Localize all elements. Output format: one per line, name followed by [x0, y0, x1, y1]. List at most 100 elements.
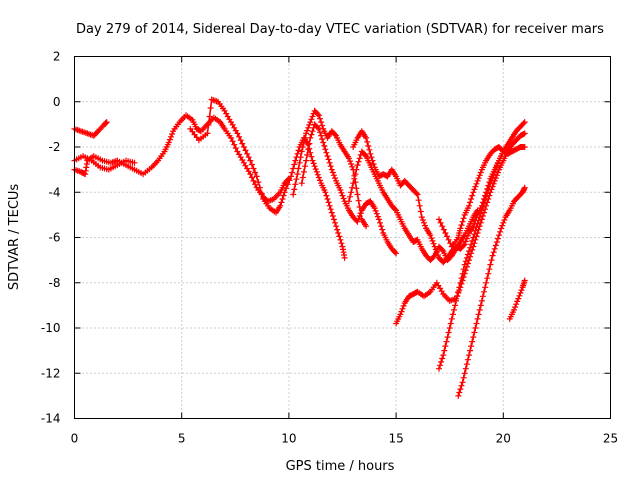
data-point-marker [311, 163, 318, 170]
data-point-marker [368, 154, 375, 161]
data-point-marker [356, 155, 363, 162]
x-tick-label: 25 [603, 432, 618, 446]
data-point-marker [467, 199, 474, 206]
data-point-marker [487, 261, 494, 268]
data-point-marker [397, 311, 404, 318]
data-point-marker [492, 166, 499, 173]
data-point-marker [169, 131, 176, 137]
data-point-marker [513, 301, 520, 308]
data-point-marker [315, 112, 322, 119]
data-point-marker [304, 151, 311, 158]
y-tick-label: -14 [41, 412, 61, 426]
data-point-marker [332, 219, 338, 226]
data-point-marker [514, 298, 521, 305]
series-5 [290, 107, 370, 230]
data-point-marker [345, 155, 352, 162]
data-point-marker [367, 150, 374, 157]
data-point-marker [484, 275, 491, 282]
data-point-marker [518, 287, 525, 294]
data-point-marker [299, 174, 306, 181]
data-point-marker [258, 190, 265, 197]
x-tick-label: 15 [388, 432, 403, 446]
data-point-marker [457, 386, 464, 393]
data-point-marker [458, 382, 465, 389]
data-point-marker [82, 171, 89, 178]
data-point-marker [298, 148, 305, 155]
data-point-marker [440, 226, 447, 233]
data-point-marker [248, 174, 255, 181]
data-point-marker [168, 133, 174, 140]
data-point-marker [321, 142, 328, 149]
data-point-marker [436, 365, 442, 372]
data-point-marker [239, 140, 246, 147]
data-point-marker [354, 191, 361, 198]
data-point-marker [366, 146, 373, 153]
data-point-marker [486, 183, 493, 190]
data-point-marker [494, 160, 501, 167]
data-point-marker [455, 288, 462, 295]
data-point-marker [281, 189, 288, 196]
data-point-marker [290, 191, 297, 198]
data-point-marker [365, 142, 372, 149]
data-point-marker [252, 169, 259, 176]
data-point-marker [446, 325, 453, 331]
data-point-marker [500, 219, 507, 226]
data-point-marker [329, 213, 336, 219]
data-point-marker [305, 124, 312, 131]
series-3 [71, 153, 138, 173]
data-point-marker [302, 134, 308, 141]
data-point-marker [315, 174, 322, 181]
y-tick-label: 0 [53, 95, 61, 109]
data-point-marker [453, 297, 460, 304]
data-point-marker [378, 223, 385, 230]
data-point-marker [374, 213, 381, 220]
data-point-marker [363, 223, 370, 230]
data-point-marker [521, 277, 528, 284]
data-point-marker [334, 226, 341, 233]
data-point-marker [467, 244, 474, 251]
data-point-marker [94, 129, 100, 136]
data-point-marker [355, 158, 362, 165]
data-point-marker [449, 311, 456, 318]
data-point-marker [413, 190, 420, 197]
data-point-marker [418, 214, 425, 221]
data-point-marker [335, 230, 342, 236]
data-point-marker [345, 198, 352, 205]
data-point-marker [482, 197, 489, 204]
data-point-marker [306, 140, 313, 147]
data-point-marker [340, 195, 347, 202]
data-point-marker [485, 270, 492, 277]
data-point-marker [458, 275, 465, 282]
data-point-marker [332, 131, 338, 138]
series-6 [298, 121, 400, 257]
y-axis-label: SDTVAR / TECUs [7, 184, 22, 291]
data-point-marker [283, 185, 290, 192]
data-point-marker [441, 347, 448, 354]
data-point-marker [306, 121, 313, 128]
data-point-marker [248, 161, 255, 168]
data-point-marker [308, 116, 315, 123]
data-point-marker [292, 157, 299, 164]
data-point-marker [351, 175, 358, 182]
data-point-marker [482, 284, 489, 291]
data-point-marker [467, 347, 474, 354]
data-point-marker [348, 161, 355, 167]
data-point-marker [419, 217, 426, 223]
data-point-marker [353, 166, 360, 173]
data-point-marker [392, 249, 398, 256]
data-point-marker [328, 166, 335, 173]
data-point-marker [454, 293, 461, 300]
data-point-marker [477, 169, 484, 176]
y-tick-label: -4 [49, 185, 61, 199]
data-point-marker [439, 355, 446, 362]
data-point-marker [317, 129, 323, 136]
data-point-marker [485, 187, 492, 193]
data-point-marker [472, 227, 479, 234]
data-point-marker [250, 177, 257, 184]
data-point-marker [472, 183, 479, 190]
data-point-marker [444, 334, 451, 341]
data-point-marker [471, 231, 478, 238]
data-point-marker [372, 207, 379, 214]
data-point-marker [307, 134, 314, 141]
data-point-marker [469, 338, 476, 345]
